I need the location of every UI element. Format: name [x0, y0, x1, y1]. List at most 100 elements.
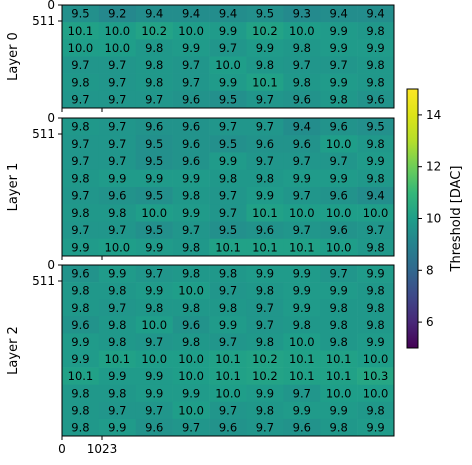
cell-value-label: 9.6 [182, 120, 200, 134]
cell-value-label: 9.8 [219, 301, 237, 315]
cell-value-label: 9.8 [71, 206, 89, 220]
heatmap-cell [62, 90, 100, 109]
cell-value-label: 9.9 [145, 386, 163, 400]
cell-value-label: 9.8 [108, 318, 126, 332]
cell-value-label: 9.4 [293, 120, 311, 134]
heatmap-cell [357, 39, 395, 57]
cell-value-label: 9.7 [219, 206, 237, 220]
cell-value-label: 9.8 [330, 92, 348, 106]
heatmap-cell [357, 299, 395, 317]
cell-value-label: 9.9 [182, 386, 200, 400]
cell-value-label: 9.8 [182, 301, 200, 315]
cell-value-label: 9.7 [71, 58, 89, 72]
heatmap-cell [246, 39, 284, 57]
heatmap-cell [172, 118, 210, 136]
heatmap-cell [246, 221, 284, 240]
cell-value-label: 10.0 [178, 403, 204, 417]
cell-value-label: 10.0 [178, 24, 204, 38]
cell-value-label: 9.7 [293, 154, 311, 168]
cell-value-label: 9.9 [219, 154, 237, 168]
heatmap-cell [62, 238, 100, 257]
cell-value-label: 9.5 [145, 189, 163, 203]
heatmap-cell [172, 204, 210, 222]
cell-value-label: 9.9 [293, 301, 311, 315]
heatmap-cell [246, 401, 284, 420]
cell-value-label: 9.7 [108, 75, 126, 89]
heatmap-cell [357, 384, 395, 403]
heatmap-cell [283, 73, 321, 92]
cell-value-label: 10.2 [252, 352, 278, 366]
heatmap-cell [246, 418, 284, 437]
cell-value-label: 9.8 [366, 58, 384, 72]
heatmap-cell [246, 333, 284, 351]
heatmap-cell [62, 282, 100, 300]
heatmap-cell [209, 384, 247, 403]
heatmap-cell [62, 367, 100, 385]
cell-value-label: 9.8 [71, 301, 89, 315]
cell-value-label: 9.9 [330, 403, 348, 417]
cell-value-label: 9.6 [182, 154, 200, 168]
cell-value-label: 10.0 [178, 284, 204, 298]
cell-value-label: 9.7 [330, 58, 348, 72]
heatmap-cell [62, 152, 100, 171]
cell-value-label: 9.9 [108, 267, 126, 281]
cell-value-label: 10.0 [326, 206, 352, 220]
cell-value-label: 10.0 [141, 352, 167, 366]
heatmap-cell [283, 418, 321, 437]
cell-value-label: 9.6 [182, 92, 200, 106]
heatmap-cell [209, 350, 247, 368]
y-tick-label: 0 [47, 111, 55, 125]
cell-value-label: 10.1 [215, 369, 241, 383]
heatmap-cell [62, 401, 100, 420]
cell-value-label: 9.8 [330, 301, 348, 315]
colorbar-gradient [406, 88, 419, 349]
heatmap-cell [172, 418, 210, 437]
cell-value-label: 9.7 [256, 301, 274, 315]
heatmap-cell [172, 169, 210, 188]
heatmap-cell [62, 135, 100, 153]
heatmap-cell [320, 118, 358, 136]
heatmap-cell [283, 5, 321, 23]
cell-value-label: 9.7 [256, 92, 274, 106]
cell-value-label: 10.0 [141, 206, 167, 220]
heatmap-cell [172, 39, 210, 57]
cell-value-label: 9.7 [293, 58, 311, 72]
heatmap-cell [135, 187, 173, 205]
cell-value-label: 9.8 [256, 171, 274, 185]
cell-value-label: 9.9 [293, 267, 311, 281]
cell-value-label: 10.0 [215, 58, 241, 72]
cell-value-label: 9.8 [256, 403, 274, 417]
heatmap-cell [320, 5, 358, 23]
heatmap-cell [135, 265, 173, 283]
colorbar-tick-label: 6 [426, 315, 434, 329]
heatmap-cell [209, 221, 247, 240]
heatmap-cell [135, 135, 173, 153]
heatmap-cell [172, 56, 210, 74]
heatmap-cell [135, 238, 173, 257]
cell-value-label: 10.0 [105, 41, 131, 55]
heatmap-cell [283, 90, 321, 109]
cell-value-label: 9.7 [108, 301, 126, 315]
heatmap-cell [246, 265, 284, 283]
heatmap-cell [320, 187, 358, 205]
cell-value-label: 9.6 [182, 137, 200, 151]
cell-value-label: 9.5 [145, 154, 163, 168]
cell-value-label: 9.8 [366, 403, 384, 417]
heatmap-cell [172, 384, 210, 403]
cell-value-label: 9.6 [330, 120, 348, 134]
heatmap-cell [98, 265, 137, 283]
heatmap-cell [98, 90, 137, 109]
cell-value-label: 10.1 [289, 240, 315, 254]
heatmap-cell [62, 384, 100, 403]
cell-value-label: 9.9 [330, 24, 348, 38]
heatmap-cell [283, 238, 321, 257]
heatmap-cell [246, 350, 284, 368]
cell-value-label: 10.0 [289, 206, 315, 220]
heatmap-cell [62, 204, 100, 222]
cell-value-label: 10.1 [326, 352, 352, 366]
heatmap-cell [209, 401, 247, 420]
heatmap-cell [283, 265, 321, 283]
cell-value-label: 9.8 [366, 137, 384, 151]
cell-value-label: 9.8 [330, 335, 348, 349]
panel-frame [61, 117, 395, 257]
